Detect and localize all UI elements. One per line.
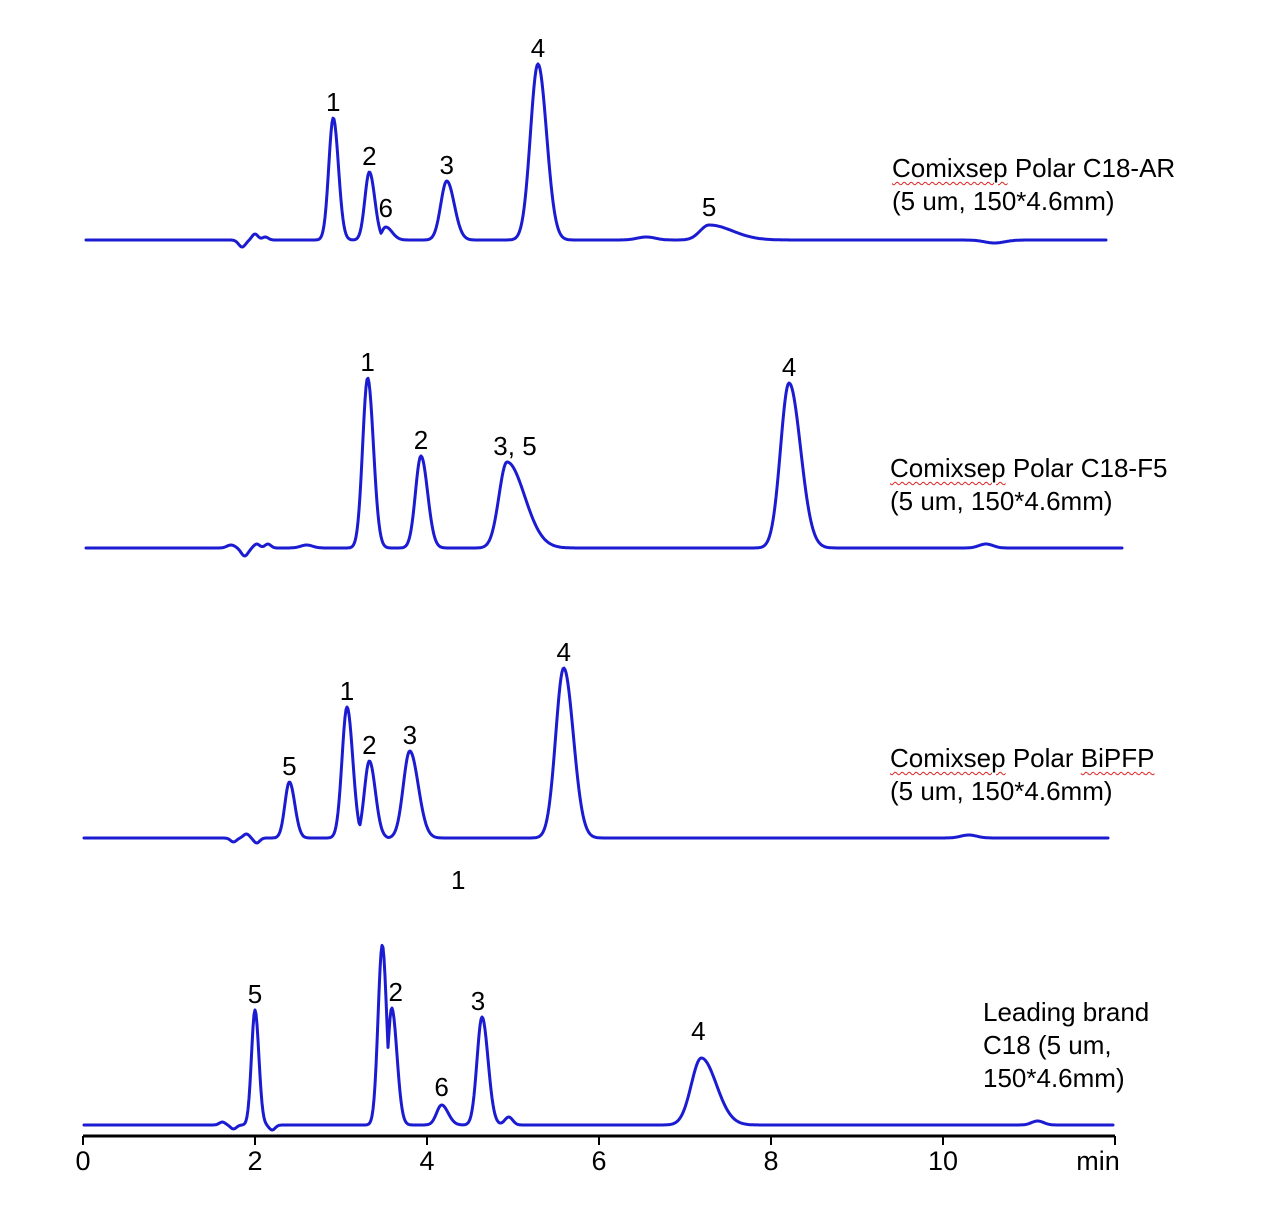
misspelled-word: Comixsep: [892, 153, 1008, 183]
column-label-line: (5 um, 150*4.6mm): [890, 485, 1167, 518]
column-label-line: 150*4.6mm): [983, 1062, 1149, 1095]
label-text: Polar C18-AR: [1007, 153, 1176, 183]
peak-label: 1: [326, 87, 341, 117]
column-label-line: C18 (5 um,: [983, 1029, 1149, 1062]
chromatogram-trace-1: [84, 62, 1108, 249]
column-label-line: (5 um, 150*4.6mm): [892, 185, 1175, 218]
peak-label: 6: [434, 1072, 449, 1102]
peak-label: 5: [247, 979, 263, 1009]
misspelled-word: BiPFP: [1080, 743, 1155, 773]
column-label-line: Comixsep Polar C18-AR: [892, 152, 1175, 185]
peak-label: 3: [470, 986, 486, 1016]
column-label-4: Leading brand C18 (5 um, 150*4.6mm): [983, 996, 1149, 1095]
peak-label: 1: [360, 347, 375, 377]
peak-label: 6: [378, 193, 393, 223]
peak-label: 1: [339, 676, 355, 706]
column-label-line: Comixsep Polar C18-F5: [890, 452, 1167, 485]
x-tick-label: 4: [419, 1146, 435, 1176]
peak-label: 2: [388, 977, 403, 1007]
peak-label: 3: [439, 150, 454, 180]
chromatogram-trace-2: [84, 376, 1124, 558]
peak-label: 5: [701, 192, 717, 222]
peak-label: 2: [413, 425, 429, 455]
x-tick-label: 10: [927, 1146, 959, 1176]
chromatogram-trace-3: [82, 666, 1110, 845]
label-text: Polar: [1005, 743, 1081, 773]
label-text: C18 (5 um,: [983, 1030, 1112, 1060]
x-tick-label: 0: [75, 1146, 91, 1176]
peak-label: 3, 5: [493, 431, 537, 461]
chromatogram-trace-4: [82, 943, 1115, 1132]
x-axis-unit-label: min: [1076, 1146, 1120, 1176]
peak-label: 4: [530, 33, 546, 63]
peak-label: 2: [362, 730, 377, 760]
x-tick-label: 2: [247, 1146, 263, 1176]
peak-label: 2: [362, 141, 377, 171]
label-text: (5 um, 150*4.6mm): [892, 186, 1115, 216]
peak-label: 3: [402, 720, 418, 750]
peak-label: 4: [556, 637, 571, 667]
column-label-3: Comixsep Polar BiPFP (5 um, 150*4.6mm): [890, 742, 1154, 808]
column-label-line: (5 um, 150*4.6mm): [890, 775, 1154, 808]
label-text: 150*4.6mm): [983, 1063, 1125, 1093]
label-text: (5 um, 150*4.6mm): [890, 776, 1113, 806]
misspelled-word: Comixsep: [890, 453, 1006, 483]
peak-label: 5: [282, 751, 297, 781]
column-label-line: Leading brand: [983, 996, 1149, 1029]
x-tick-label: 8: [763, 1146, 779, 1176]
label-text: Leading brand: [983, 997, 1150, 1027]
column-label-1: Comixsep Polar C18-AR (5 um, 150*4.6mm): [892, 152, 1175, 218]
label-text: (5 um, 150*4.6mm): [890, 486, 1113, 516]
misspelled-word: Comixsep: [890, 743, 1006, 773]
column-label-line: Comixsep Polar BiPFP: [890, 742, 1154, 775]
peak-label: 4: [691, 1016, 706, 1046]
label-text: Polar C18-F5: [1005, 453, 1168, 483]
x-tick-label: 6: [591, 1146, 607, 1176]
column-label-2: Comixsep Polar C18-F5 (5 um, 150*4.6mm): [890, 452, 1167, 518]
peak-label: 1: [451, 865, 466, 895]
peak-label: 4: [781, 352, 797, 382]
